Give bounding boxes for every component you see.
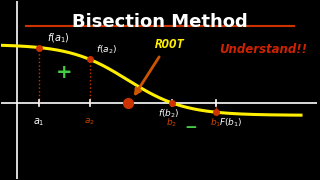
Text: $F(b_1)$: $F(b_1)$: [219, 116, 242, 129]
Text: $f(b_2)$: $f(b_2)$: [158, 108, 179, 120]
Text: $a_1$: $a_1$: [34, 117, 45, 128]
Text: $f(a_1)$: $f(a_1)$: [47, 31, 70, 45]
Text: −: −: [184, 120, 197, 136]
Text: Understand!!: Understand!!: [219, 43, 307, 56]
Text: $a_2$: $a_2$: [84, 117, 95, 127]
Text: $b_2$: $b_2$: [166, 117, 177, 129]
Text: +: +: [56, 63, 73, 82]
Text: $f(a_2)$: $f(a_2)$: [96, 43, 117, 56]
Text: Bisection Method: Bisection Method: [72, 13, 248, 31]
Text: $b_1$: $b_1$: [210, 117, 221, 129]
Text: ROOT: ROOT: [155, 38, 185, 51]
